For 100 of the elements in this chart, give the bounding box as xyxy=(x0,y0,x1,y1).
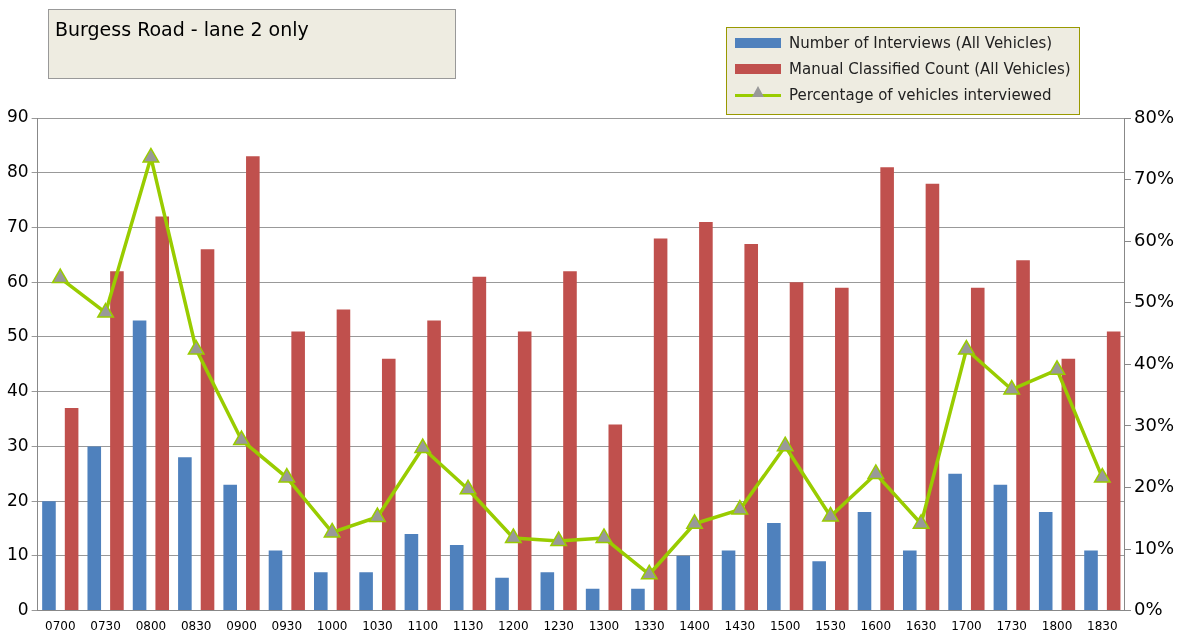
x-tick-label: 1200 xyxy=(498,618,529,633)
point xyxy=(278,467,296,483)
y-tick-label: 40 xyxy=(6,380,29,401)
x-tick-label: 0800 xyxy=(135,618,167,633)
bar xyxy=(789,282,804,611)
y2-tick-label: 30% xyxy=(1133,413,1175,435)
bar xyxy=(585,588,600,611)
bar xyxy=(721,550,736,611)
point xyxy=(957,339,975,355)
bar xyxy=(87,446,102,611)
point xyxy=(142,147,160,163)
bar xyxy=(699,221,713,611)
y2-tick-label: 50% xyxy=(1133,290,1175,312)
bar xyxy=(132,320,147,611)
bar xyxy=(608,424,623,611)
y2-tick-label: 70% xyxy=(1133,167,1175,189)
bar xyxy=(427,320,441,611)
point xyxy=(776,436,794,452)
x-tick-label: 0700 xyxy=(45,618,76,633)
y-tick-label: 60 xyxy=(6,270,29,291)
bar xyxy=(902,550,917,611)
bar xyxy=(1061,358,1076,611)
x-tick-label: 1800 xyxy=(1041,618,1073,633)
x-tick-label: 1700 xyxy=(951,618,982,633)
bar xyxy=(653,238,668,611)
point xyxy=(232,430,251,446)
bar xyxy=(767,523,781,611)
x-tick-label: 1030 xyxy=(362,618,393,633)
y2-tick-label: 0% xyxy=(1133,598,1163,620)
y-tick-label: 0 xyxy=(17,599,29,620)
bar xyxy=(223,484,237,611)
bar xyxy=(314,572,328,611)
x-tick-label: 0900 xyxy=(226,618,257,633)
x-tick-label: 1100 xyxy=(407,618,439,633)
bar xyxy=(744,243,759,611)
x-tick-label: 1130 xyxy=(452,618,484,633)
point xyxy=(867,464,885,480)
x-tick-label: 1530 xyxy=(815,618,846,633)
bar xyxy=(200,249,215,611)
x-tick-label: 1600 xyxy=(860,618,892,633)
y-tick-label: 50 xyxy=(6,325,29,346)
y2-tick-label: 20% xyxy=(1133,475,1175,497)
point xyxy=(368,507,386,523)
bar xyxy=(359,572,373,611)
y2-tick-label: 60% xyxy=(1133,228,1175,250)
x-tick-label: 1330 xyxy=(634,618,665,633)
y-tick-label: 10 xyxy=(6,544,29,565)
bar xyxy=(812,561,826,611)
point xyxy=(731,499,749,515)
bar xyxy=(64,408,79,611)
bar xyxy=(155,216,170,611)
y2-tick-label: 40% xyxy=(1133,351,1175,373)
bar xyxy=(1106,331,1121,611)
bar xyxy=(1038,512,1053,611)
bar xyxy=(517,331,532,611)
bar xyxy=(404,533,419,611)
point xyxy=(459,479,477,495)
point xyxy=(323,522,341,538)
bar xyxy=(948,473,962,611)
x-tick-label: 1730 xyxy=(996,618,1027,633)
x-tick-label: 1400 xyxy=(679,618,710,633)
y-tick-label: 80 xyxy=(6,161,29,182)
point xyxy=(550,531,568,547)
point xyxy=(51,268,69,284)
bar xyxy=(336,309,351,611)
y-tick-label: 30 xyxy=(6,434,29,455)
legend-label: Manual Classified Count (All Vehicles) xyxy=(789,60,1071,78)
y2-tick-label: 10% xyxy=(1133,536,1175,558)
bar xyxy=(495,577,509,611)
x-tick-label: 1300 xyxy=(588,618,620,633)
point xyxy=(686,514,704,530)
bar xyxy=(42,501,56,611)
bar xyxy=(970,287,985,611)
x-tick-label: 1500 xyxy=(769,618,801,633)
bar xyxy=(631,588,645,611)
point xyxy=(504,528,522,544)
x-tick-label: 1830 xyxy=(1087,618,1118,633)
point xyxy=(1003,379,1021,395)
bar xyxy=(993,484,1008,611)
point xyxy=(821,506,840,522)
y-tick-label: 20 xyxy=(6,489,29,510)
point xyxy=(187,339,205,355)
point xyxy=(1093,467,1111,483)
x-tick-label: 0830 xyxy=(180,618,212,633)
bar xyxy=(857,512,872,611)
point xyxy=(414,438,432,454)
y-tick-label: 70 xyxy=(6,215,29,236)
x-tick-label: 1000 xyxy=(316,618,348,633)
x-tick-label: 0730 xyxy=(90,618,121,633)
point xyxy=(1048,360,1066,376)
x-tick-label: 1630 xyxy=(905,618,937,633)
y-tick-label: 90 xyxy=(6,106,29,127)
bar xyxy=(1016,260,1030,611)
legend-label: Number of Interviews (All Vehicles) xyxy=(789,34,1053,52)
bar xyxy=(835,287,849,611)
x-tick-label: 1430 xyxy=(724,618,756,633)
point xyxy=(595,528,613,544)
bar xyxy=(291,331,305,611)
point xyxy=(640,564,658,580)
point xyxy=(912,514,930,530)
